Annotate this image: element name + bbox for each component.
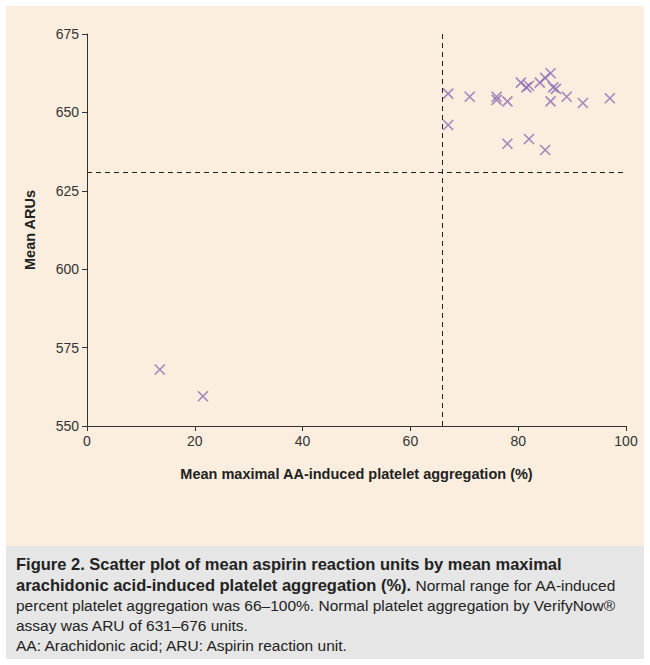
svg-text:80: 80: [510, 433, 526, 449]
svg-text:550: 550: [56, 418, 80, 434]
svg-text:60: 60: [403, 433, 419, 449]
svg-text:100: 100: [614, 433, 638, 449]
svg-text:20: 20: [187, 433, 203, 449]
svg-text:575: 575: [56, 340, 80, 356]
svg-text:675: 675: [56, 26, 80, 42]
svg-text:0: 0: [83, 433, 91, 449]
svg-text:Mean ARUs: Mean ARUs: [22, 190, 38, 270]
svg-text:650: 650: [56, 104, 80, 120]
html-text:Figure 2. Scatter plot of mean: Figure 2. Scatter plot of mean aspirin r…: [16, 555, 616, 634]
svg-text:Mean maximal AA-induced platel: Mean maximal AA-induced platelet aggrega…: [180, 466, 533, 482]
svg-text:600: 600: [56, 261, 80, 277]
html-text:AA: Arachidonic acid; ARU: Asp: AA: Arachidonic acid; ARU: Aspirin react…: [16, 637, 347, 654]
svg-text:625: 625: [56, 183, 80, 199]
svg-text:40: 40: [295, 433, 311, 449]
